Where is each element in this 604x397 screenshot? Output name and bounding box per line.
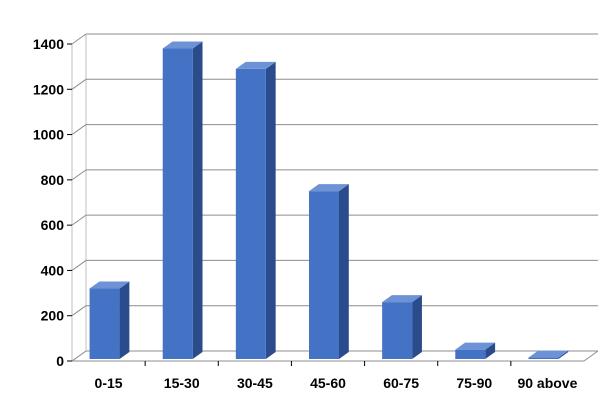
x-tick-label: 60-75	[383, 375, 419, 391]
bar-front	[528, 357, 559, 359]
y-tick-label: 400	[41, 262, 65, 278]
floor-right-edge	[583, 350, 599, 362]
bar-top	[382, 295, 422, 303]
x-tick-label: 45-60	[310, 375, 346, 391]
bar-front	[235, 68, 266, 360]
x-tick-label: 15-30	[164, 375, 200, 391]
x-axis-ticks: 0-15 15-30 30-45 45-60 60-75 75-90 90 above	[95, 361, 578, 391]
y-tick-label: 1200	[33, 81, 64, 97]
x-tick-label: 75-90	[456, 375, 492, 391]
bar-top	[528, 350, 569, 358]
bar-side	[339, 184, 349, 359]
bar-side	[485, 342, 496, 359]
bar-front	[382, 302, 413, 359]
bar	[382, 295, 422, 359]
bar	[455, 342, 496, 359]
bar-side	[265, 61, 276, 360]
bar-front	[89, 288, 120, 359]
bar	[162, 41, 203, 360]
bar	[235, 61, 276, 360]
gridline-side	[71, 214, 87, 226]
y-tick-label: 600	[41, 217, 65, 233]
bar-top	[309, 184, 349, 192]
x-tick-label: 90 above	[517, 375, 577, 391]
bar-front	[455, 349, 486, 359]
bar-top	[162, 41, 203, 49]
gridline-side	[71, 33, 87, 45]
bar-side	[192, 41, 203, 360]
y-tick-label: 0	[56, 353, 64, 369]
bar-front	[162, 48, 193, 360]
x-tick-label: 30-45	[237, 375, 273, 391]
bar	[528, 350, 569, 359]
gridline-side	[71, 124, 87, 135]
bar	[89, 281, 130, 359]
bar-front	[309, 191, 339, 359]
chart-walls	[71, 34, 599, 362]
y-tick-label: 1400	[33, 36, 64, 52]
y-tick-label: 1000	[33, 127, 64, 143]
gridline-side	[71, 350, 87, 362]
bar-top	[89, 281, 130, 289]
bar-top	[235, 61, 276, 69]
bar-top	[455, 342, 496, 350]
bar-side	[558, 350, 569, 359]
y-tick-label: 800	[41, 172, 65, 188]
y-axis-ticks: 0 200 400 600 800 1000 1200 1400	[33, 36, 64, 369]
gridline-side	[71, 305, 87, 317]
gridline-side	[71, 169, 87, 181]
gridline-side	[71, 260, 87, 271]
x-tick-label: 0-15	[95, 375, 123, 391]
y-tick-label: 200	[41, 308, 65, 324]
gridline-side	[71, 78, 87, 90]
bar-side	[119, 281, 130, 359]
bar	[309, 184, 349, 359]
bars	[89, 41, 569, 360]
bar-side	[412, 295, 422, 359]
